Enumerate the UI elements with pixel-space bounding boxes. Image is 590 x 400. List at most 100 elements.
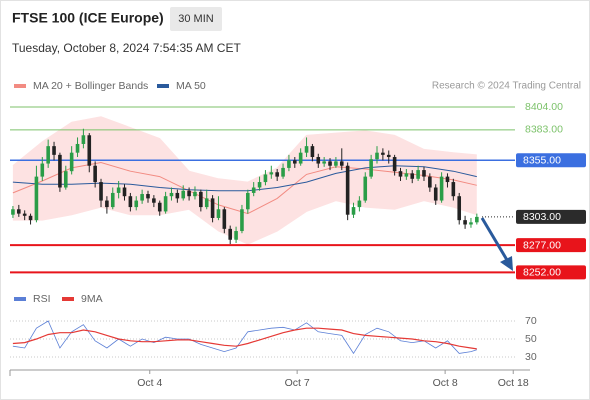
candle-body: [416, 170, 420, 179]
candle-body: [281, 167, 285, 177]
candle-body: [469, 222, 473, 225]
candle-body: [428, 176, 432, 188]
candle-body: [345, 165, 350, 215]
candle-body: [11, 209, 15, 215]
candle-body: [275, 172, 279, 177]
candle-body: [369, 159, 373, 177]
legend-swatch: [14, 297, 26, 301]
candle-body: [81, 135, 86, 144]
legend-label: MA 20 + Bollinger Bands: [33, 80, 148, 92]
level-label-box: [516, 238, 586, 253]
candle-body: [392, 157, 397, 172]
legend-label: 9MA: [81, 293, 103, 305]
y-tick-label: 30: [525, 351, 537, 363]
chart-title: FTSE 100 (ICE Europe): [12, 10, 164, 26]
candle-body: [58, 154, 62, 188]
x-tick-label: Oct 18: [498, 377, 529, 389]
candle-body: [99, 182, 103, 201]
candle-body: [116, 187, 121, 193]
candle-body: [234, 231, 238, 240]
candle-body: [181, 190, 186, 199]
candle-body: [169, 192, 174, 197]
candle-body: [110, 192, 115, 208]
candle-body: [246, 192, 250, 210]
x-tick-label: Oct 8: [433, 377, 458, 389]
candle-body: [34, 176, 39, 221]
candle-body: [228, 228, 233, 240]
candle-body: [351, 207, 356, 215]
candle-body: [75, 143, 80, 153]
candle-body: [422, 170, 426, 177]
candle-body: [105, 200, 109, 208]
candle-body: [210, 198, 215, 218]
candle-body: [87, 135, 92, 166]
candle-body: [451, 182, 456, 197]
candle-body: [199, 191, 203, 208]
candle-body: [52, 146, 56, 155]
candle-body: [69, 152, 74, 172]
candle-body: [322, 161, 326, 164]
candle-body: [251, 187, 256, 193]
candle-body: [457, 196, 462, 221]
candle-body: [363, 176, 368, 201]
legend-swatch: [14, 84, 26, 88]
candle-body: [263, 174, 268, 183]
forecast-arrow: [480, 217, 513, 271]
x-tick-label: Oct 4: [137, 377, 162, 389]
candle-body: [216, 209, 221, 218]
candle-body: [152, 198, 156, 203]
y-tick-label: 70: [525, 315, 537, 327]
candle-body: [386, 154, 391, 158]
legend-swatch: [62, 297, 74, 301]
candle-body: [257, 182, 262, 188]
candle-body: [298, 152, 303, 164]
candle-body: [381, 152, 385, 155]
candle-body: [175, 192, 180, 199]
arrow-head: [500, 256, 513, 271]
level-label: 8355.00: [523, 155, 561, 167]
level-label: 8277.00: [523, 239, 561, 251]
candle-body: [204, 198, 209, 208]
candle-body: [157, 202, 162, 212]
candle-body: [163, 196, 168, 212]
level-label-box: [516, 153, 586, 168]
candle-body: [334, 161, 338, 166]
indicator-line: [12, 320, 477, 355]
level-label: 8404.00: [525, 101, 563, 113]
level-label-box: [516, 265, 586, 280]
candle-body: [46, 146, 50, 164]
bollinger-upper: [12, 116, 477, 183]
candle-body: [463, 220, 467, 225]
candle-body: [269, 172, 274, 175]
x-tick-label: Oct 7: [285, 377, 310, 389]
candle-body: [475, 216, 479, 223]
candle-body: [128, 196, 133, 208]
candle-body: [445, 176, 450, 183]
candle-body: [339, 161, 344, 166]
legend-label: MA 50: [176, 80, 206, 92]
candle-body: [140, 194, 144, 201]
indicator-line: [12, 327, 477, 350]
candle-body: [240, 209, 244, 232]
candle-body: [310, 146, 315, 158]
candle-body: [187, 190, 191, 197]
level-label-box: [516, 209, 586, 224]
candle-body: [316, 157, 321, 164]
candle-body: [404, 173, 409, 177]
candle-body: [287, 160, 291, 168]
candle-body: [28, 215, 33, 221]
bollinger-lower: [12, 200, 477, 245]
level-label: 8303.00: [523, 211, 561, 223]
y-tick-label: 50: [525, 333, 537, 345]
bollinger-band: [12, 116, 477, 245]
candle-body: [433, 187, 438, 201]
timeframe: 30 MIN: [178, 13, 214, 25]
level-label: 8252.00: [523, 267, 561, 279]
candle-body: [328, 161, 332, 166]
candle-body: [398, 171, 403, 177]
candle-body: [193, 191, 197, 197]
candle-body: [304, 146, 309, 153]
timestamp: Tuesday, October 8, 2024 7:54:35 AM CET: [12, 41, 241, 55]
candle-body: [22, 213, 27, 216]
